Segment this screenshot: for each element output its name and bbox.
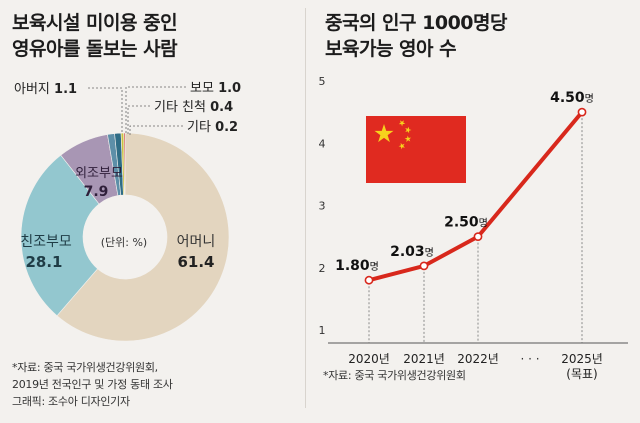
line-chart: 1 2 3 4 5 2020년 2021년 2022년 2025년 · · · (목표) 1.… xyxy=(319,75,628,381)
value-mother: 61.4 xyxy=(177,253,214,271)
left-source-line-3: 그래픽: 조수아 디자인기자 xyxy=(12,395,130,408)
y-tick-label-4: 4 xyxy=(319,137,326,150)
right-source: *자료: 중국 국가위생건강위원회 xyxy=(323,369,466,382)
leader-father xyxy=(88,87,123,134)
pie-unit-label: (단위: %) xyxy=(101,236,147,249)
label-mother: 어머니 xyxy=(177,234,216,250)
value-maternal-grandparents: 28.1 xyxy=(25,253,62,271)
flag-field xyxy=(366,116,466,183)
data-point-1 xyxy=(419,261,429,271)
leader-nanny xyxy=(125,86,186,134)
outer-label-other-relatives: 기타 친척 0.4 xyxy=(154,100,233,115)
china-flag-icon xyxy=(366,116,466,183)
flag-small-star-1 xyxy=(398,120,406,127)
x-tick-label-3: 2025년 xyxy=(561,352,603,366)
left-title-line-2: 영유아를 돌보는 사람 xyxy=(12,38,178,60)
data-point-2 xyxy=(473,232,483,242)
y-tick-label-3: 3 xyxy=(319,200,326,213)
data-label-1: 2.03명 xyxy=(390,244,434,260)
flag-big-star xyxy=(374,124,394,143)
x-tick-label-2: 2022년 xyxy=(457,352,499,366)
outer-label-other: 기타 0.2 xyxy=(187,120,238,135)
data-label-3: 4.50명 xyxy=(550,90,594,106)
label-paternal-grandparents: 외조부모 xyxy=(75,166,123,181)
outer-label-nanny: 보모 1.0 xyxy=(190,81,241,96)
x-tick-label-0: 2020년 xyxy=(348,352,390,366)
right-title-line-2: 보육가능 영아 수 xyxy=(325,38,457,60)
pie-slice-mother xyxy=(56,132,230,342)
left-source-line-2: 2019년 전국인구 및 가정 동태 조사 xyxy=(12,378,173,391)
flag-small-star-3 xyxy=(404,135,412,142)
data-point-0 xyxy=(364,275,374,285)
label-maternal-grandparents: 친조부모 xyxy=(20,234,72,250)
panel-divider xyxy=(305,8,306,408)
left-title: 보육시설 미이용 중인 영유아를 돌보는 사람 xyxy=(12,10,178,62)
left-source-line-1: *자료: 중국 국가위생건강위원회, xyxy=(12,361,158,374)
flag-small-star-4 xyxy=(398,142,405,150)
x-axis-target-note: (목표) xyxy=(566,367,597,381)
series-line xyxy=(367,110,584,283)
right-title-line-1: 중국의 인구 1000명당 xyxy=(325,12,507,34)
flag-small-star-2 xyxy=(405,126,412,134)
left-title-line-1: 보육시설 미이용 중인 xyxy=(12,12,178,34)
right-title: 중국의 인구 1000명당 보육가능 영아 수 xyxy=(325,10,507,62)
left-source: *자료: 중국 국가위생건강위원회, 2019년 전국인구 및 가정 동태 조사… xyxy=(12,359,173,410)
y-tick-label-1: 1 xyxy=(319,324,326,337)
outer-label-father: 아버지 1.1 xyxy=(14,82,77,97)
data-point-3 xyxy=(577,107,587,117)
pie-slice-maternal-grandparents xyxy=(20,154,100,317)
x-axis-ellipsis: · · · xyxy=(520,352,539,366)
data-label-0: 1.80명 xyxy=(335,258,379,274)
pie-slice-other xyxy=(123,132,126,196)
value-paternal-grandparents: 7.9 xyxy=(84,184,109,200)
data-label-2: 2.50명 xyxy=(444,215,488,231)
y-tick-label-2: 2 xyxy=(319,262,326,275)
x-tick-label-1: 2021년 xyxy=(403,352,445,366)
donut-chart: (단위: %) 어머니 61.4 친조부모 28.1 외조부모 7.9 아버지 … xyxy=(14,81,241,342)
leader-other xyxy=(129,125,183,135)
leader-other-relatives xyxy=(127,105,150,134)
y-tick-label-5: 5 xyxy=(319,75,326,88)
